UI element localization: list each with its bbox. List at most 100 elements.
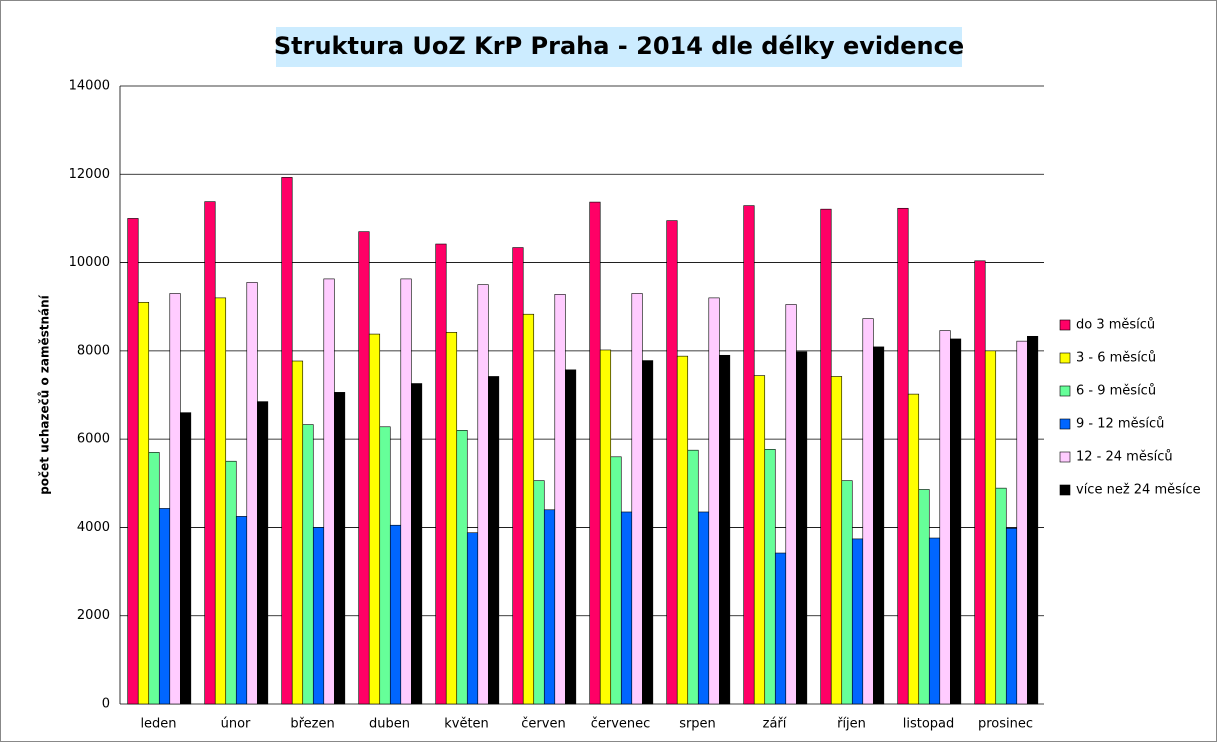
legend-swatch	[1059, 451, 1071, 463]
bar	[225, 460, 237, 705]
x-tick-label: září	[763, 717, 787, 732]
bar	[1016, 340, 1028, 705]
bar	[411, 383, 423, 705]
y-tick-label: 4000	[77, 520, 110, 535]
bar	[631, 293, 643, 705]
x-tick-label: srpen	[679, 717, 716, 732]
bar	[610, 456, 622, 705]
bar	[389, 524, 402, 705]
bar	[666, 220, 678, 705]
legend-label: více než 24 měsíce	[1076, 483, 1201, 498]
bar	[974, 260, 986, 705]
bar	[897, 207, 909, 705]
bar	[137, 301, 150, 705]
bar	[302, 424, 314, 705]
bar	[796, 351, 808, 705]
bar	[257, 401, 269, 705]
bar	[235, 516, 248, 705]
bar	[323, 278, 335, 705]
bar	[753, 375, 766, 705]
bar	[599, 349, 612, 705]
bar	[180, 412, 192, 705]
bar	[477, 284, 489, 705]
y-tick-label: 12000	[69, 167, 110, 182]
chart-title: Struktura UoZ KrP Praha - 2014 dle délky…	[274, 32, 964, 60]
bar	[1005, 528, 1018, 705]
bar	[984, 350, 997, 705]
bar	[830, 376, 843, 705]
bar	[148, 452, 160, 705]
legend-label: 6 - 9 měsíců	[1076, 384, 1156, 399]
y-tick-label: 0	[102, 697, 110, 712]
x-tick-label: únor	[221, 717, 251, 732]
bar	[169, 293, 181, 705]
bar	[214, 297, 227, 705]
bar	[589, 201, 601, 705]
bar	[743, 205, 755, 705]
bar	[928, 537, 941, 705]
y-tick-label: 8000	[77, 343, 110, 358]
bar	[620, 511, 633, 705]
bar	[291, 360, 304, 705]
y-tick-label: 10000	[69, 255, 110, 270]
legend-swatch	[1059, 319, 1071, 331]
bar	[820, 208, 832, 705]
y-tick-label: 14000	[69, 79, 110, 94]
legend-swatch	[1059, 385, 1071, 397]
legend-label: do 3 měsíců	[1076, 318, 1155, 333]
bar	[456, 430, 468, 705]
x-tick-label: duben	[369, 717, 410, 732]
bar	[873, 346, 885, 705]
legend-swatch	[1059, 352, 1071, 364]
bar	[435, 243, 447, 705]
bar	[522, 313, 535, 705]
bar	[312, 527, 325, 705]
bar	[246, 282, 258, 705]
bar	[950, 338, 962, 705]
bar	[488, 376, 500, 705]
bar	[466, 532, 479, 705]
bar	[281, 177, 293, 705]
bar	[445, 332, 458, 705]
bar	[512, 247, 524, 705]
bar	[1027, 335, 1039, 705]
bar	[400, 278, 412, 705]
y-tick-label: 6000	[77, 432, 110, 447]
bar	[841, 480, 853, 705]
bar	[334, 392, 346, 705]
bar	[851, 538, 864, 705]
x-tick-label: listopad	[903, 717, 955, 732]
bar	[127, 218, 139, 705]
legend-swatch	[1059, 484, 1071, 496]
x-tick-label: květen	[444, 717, 489, 732]
y-axis-label: počet uchazečů o zaměstnání	[38, 294, 52, 494]
y-tick-label: 2000	[77, 608, 110, 623]
bar	[907, 393, 920, 705]
bar	[554, 294, 566, 705]
bar	[939, 330, 951, 705]
legend-swatch	[1059, 418, 1071, 430]
bar	[687, 449, 699, 705]
x-tick-label: červenec	[591, 717, 651, 732]
x-tick-label: leden	[140, 717, 176, 732]
bar	[379, 426, 391, 705]
title-box	[276, 27, 962, 67]
bar	[204, 201, 216, 705]
bar	[697, 511, 710, 705]
bar	[358, 231, 370, 705]
bar	[764, 448, 776, 705]
bar	[642, 360, 654, 705]
bar	[774, 552, 787, 705]
bar	[862, 318, 874, 705]
bar	[565, 369, 577, 705]
legend-label: 9 - 12 měsíců	[1076, 417, 1164, 432]
bar	[533, 480, 545, 705]
bar	[918, 489, 930, 705]
bar	[995, 487, 1007, 705]
x-tick-label: červen	[521, 717, 565, 732]
x-tick-label: březen	[290, 717, 334, 732]
bar	[543, 509, 556, 705]
bar	[708, 297, 720, 705]
x-tick-label: říjen	[837, 717, 866, 732]
